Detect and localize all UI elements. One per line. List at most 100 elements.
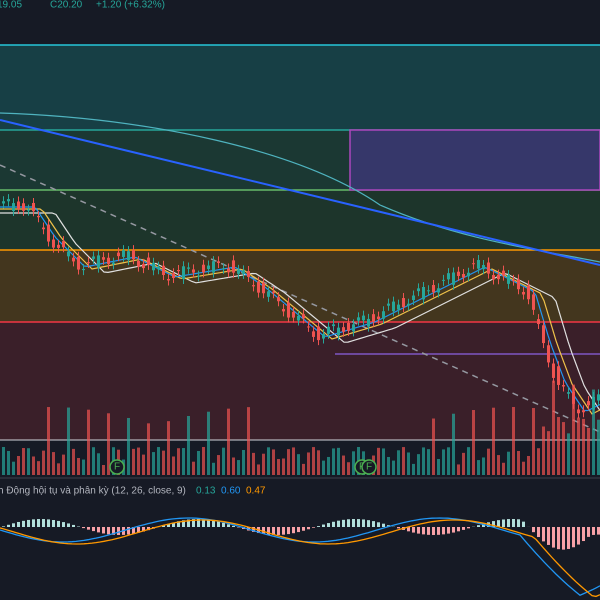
macd-histogram (37, 519, 40, 527)
candle-body (567, 392, 570, 394)
candle-body (342, 327, 345, 332)
volume-bar (572, 384, 575, 475)
volume-bar (532, 408, 535, 475)
candle-body (377, 316, 380, 320)
macd-histogram (92, 527, 95, 532)
volume-bar (277, 459, 280, 475)
candle-body (512, 279, 515, 281)
candle-body (392, 301, 395, 312)
volume-bar (547, 431, 550, 475)
candle-body (142, 263, 145, 269)
candle-body (482, 265, 485, 270)
candle-body (197, 275, 200, 277)
macd-pane (0, 517, 600, 598)
macd-histogram (347, 519, 350, 527)
candle-body (2, 201, 5, 204)
candle-body (327, 326, 330, 334)
candle-body (222, 268, 225, 270)
macd-histogram (452, 527, 455, 533)
volume-bar (552, 380, 555, 475)
macd-histogram (357, 519, 360, 527)
volume-bar (62, 454, 65, 475)
macd-histogram (182, 520, 185, 527)
macd-histogram (147, 527, 150, 531)
macd-histogram (107, 527, 110, 535)
volume-bar (512, 407, 515, 475)
volume-bar (7, 450, 10, 475)
candle-body (22, 203, 25, 211)
macd-histogram (62, 522, 65, 527)
macd-histogram (17, 521, 20, 527)
candle-body (402, 298, 405, 308)
volume-bar (252, 452, 255, 475)
volume-bar (482, 457, 485, 475)
macd-histogram (272, 527, 275, 535)
event-circle (109, 459, 125, 475)
volume-bar (182, 448, 185, 475)
macd-histogram (57, 520, 60, 527)
volume-bar (497, 455, 500, 475)
volume-bar (102, 464, 105, 475)
candle-body (532, 294, 535, 310)
macd-histogram (567, 527, 570, 549)
macd-histogram (382, 523, 385, 527)
candle-body (337, 327, 340, 336)
macd-histogram (377, 522, 380, 527)
candle-body (27, 209, 30, 211)
zone (0, 322, 600, 440)
candle-body (252, 285, 255, 287)
macd-histogram (532, 527, 535, 533)
candle-body (172, 273, 175, 278)
volume-bar (297, 454, 300, 475)
volume-bar (352, 451, 355, 475)
event-marker[interactable]: F (361, 459, 377, 475)
macd-histogram (362, 519, 365, 527)
candle-body (487, 262, 490, 274)
volume-bar (292, 447, 295, 475)
macd-histogram (582, 527, 585, 542)
macd-histogram (512, 519, 515, 527)
volume-bar (227, 408, 230, 475)
candle-body (302, 314, 305, 319)
macd-histogram (7, 524, 10, 527)
volume-bar (232, 457, 235, 475)
candle-body (362, 315, 365, 321)
volume-bar (67, 407, 70, 475)
candle-body (272, 291, 275, 294)
candle-body (457, 271, 460, 276)
candle-body (597, 394, 600, 401)
macd-histogram (427, 527, 430, 535)
volume-bar (212, 462, 215, 475)
candle-body (442, 279, 445, 281)
indicator-label: h Động hội tụ và phân kỳ (12, 26, close,… (0, 486, 186, 497)
macd-histogram (547, 527, 550, 545)
volume-bar (537, 448, 540, 475)
candle-body (447, 273, 450, 280)
volume-bar (432, 418, 435, 475)
candle-body (162, 265, 165, 275)
macd-histogram (167, 523, 170, 527)
volume-bar (37, 461, 40, 475)
trend-line (0, 119, 600, 266)
macd-histogram (2, 526, 5, 527)
macd-histogram (52, 520, 55, 527)
volume-bar (152, 452, 155, 475)
candle-body (527, 285, 530, 300)
candle-body (397, 304, 400, 310)
zone (0, 190, 600, 250)
candle-body (462, 274, 465, 278)
volume-bar (142, 454, 145, 475)
candle-body (467, 272, 470, 277)
macd-histogram (462, 527, 465, 530)
candle-body (62, 241, 65, 248)
volume-bar (12, 461, 15, 475)
event-marker[interactable]: F (109, 459, 125, 475)
candle-body (267, 291, 270, 297)
macd-histogram (542, 527, 545, 542)
volume-bar (527, 455, 530, 475)
zone (0, 250, 600, 322)
macd-histogram (552, 527, 555, 548)
volume-bar (507, 451, 510, 475)
macd-histogram (477, 525, 480, 527)
volume-bar (217, 455, 220, 475)
